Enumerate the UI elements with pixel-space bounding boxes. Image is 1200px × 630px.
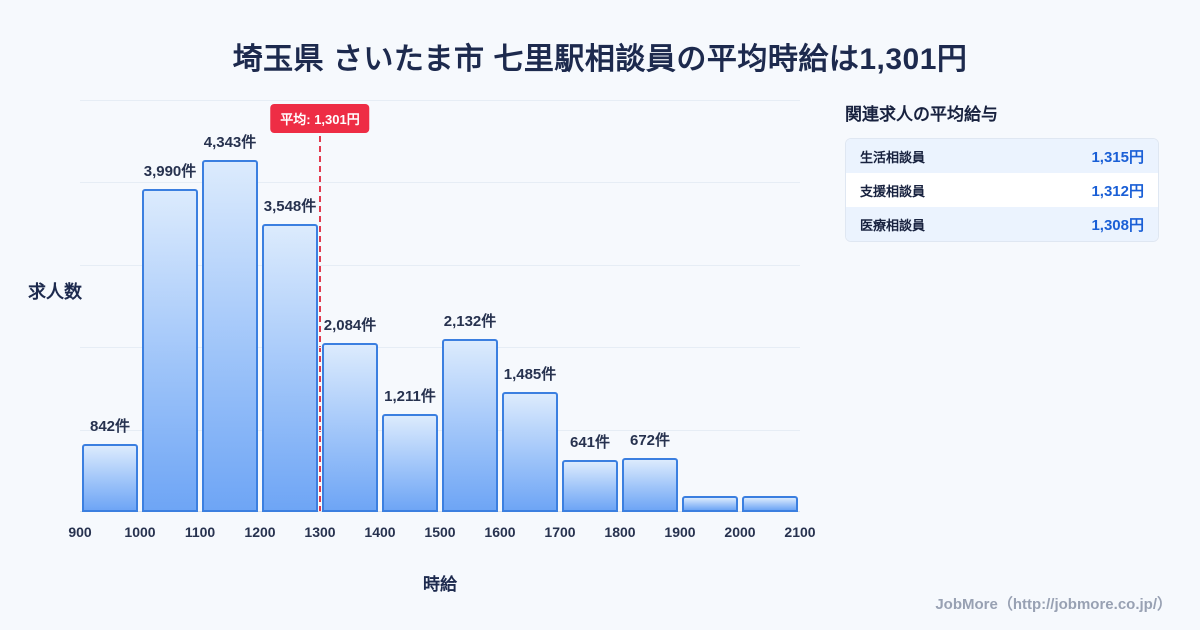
- x-axis-label: 時給: [423, 575, 457, 594]
- bar-value-label: 4,343件: [203, 134, 257, 151]
- bar-value-label: 842件: [89, 418, 131, 435]
- salary-value: 1,315円: [1091, 148, 1144, 166]
- x-tick-label: 1100: [184, 524, 216, 540]
- salary-job-name: 生活相談員: [860, 149, 926, 165]
- gridline: [80, 347, 800, 349]
- related-salary-card: 生活相談員 1,315円 支援相談員 1,312円 医療相談員 1,308円: [845, 138, 1159, 242]
- footer-credit: JobMore（http://jobmore.co.jp/）: [935, 596, 1172, 613]
- salary-row: 生活相談員 1,315円: [846, 139, 1158, 173]
- salary-value: 1,312円: [1091, 182, 1144, 200]
- x-tick-label: 2000: [724, 524, 756, 540]
- x-tick-label: 1900: [664, 524, 696, 540]
- x-tick-label: 1700: [544, 524, 576, 540]
- bar: [202, 160, 258, 512]
- x-tick-label: 1400: [364, 524, 396, 540]
- bar: [622, 458, 678, 512]
- bar-value-label: 2,132件: [443, 313, 497, 330]
- x-tick-label: 1800: [604, 524, 636, 540]
- bar: [442, 339, 498, 512]
- bar: [742, 496, 798, 512]
- salary-job-name: 支援相談員: [860, 183, 926, 199]
- plot-area: 842件 3,990件 4,343件 3,548件 2,084件 1,211件 2,132件…: [68, 100, 816, 540]
- x-tick-label: 2100: [784, 524, 816, 540]
- x-tick-label: 1000: [124, 524, 156, 540]
- bar: [502, 392, 558, 512]
- gridline: [80, 429, 800, 431]
- salary-value: 1,308円: [1091, 216, 1144, 234]
- bar-value-label: 1,485件: [503, 366, 557, 383]
- bar-value-label: 3,990件: [143, 163, 197, 180]
- page-title: 埼玉県 さいたま市 七里駅相談員の平均時給は1,301円: [232, 43, 968, 76]
- x-tick-label: 1200: [244, 524, 276, 540]
- bar: [382, 414, 438, 512]
- x-tick-label: 1600: [484, 524, 516, 540]
- bar: [322, 343, 378, 512]
- gridline: [80, 100, 800, 101]
- x-tick-label: 1500: [424, 524, 456, 540]
- x-tick-label: 1300: [304, 524, 336, 540]
- bar-value-label: 672件: [629, 432, 671, 449]
- bar-value-label: 3,548件: [263, 198, 317, 215]
- bar: [142, 189, 198, 512]
- bar: [682, 496, 738, 512]
- bar: [562, 460, 618, 512]
- gridline: [80, 182, 800, 184]
- bar-value-label: 641件: [569, 434, 611, 451]
- bar: [262, 224, 318, 512]
- related-salary-title: 関連求人の平均給与: [845, 105, 998, 124]
- x-tick-label: 900: [68, 524, 92, 540]
- average-line: [319, 116, 321, 512]
- bar-value-label: 2,084件: [323, 317, 377, 334]
- bar-value-label: 1,211件: [384, 388, 436, 405]
- gridline: [80, 264, 800, 266]
- x-axis-line: [80, 511, 800, 512]
- salary-row: 支援相談員 1,312円: [846, 173, 1158, 207]
- y-axis-label: 求人数: [28, 282, 82, 302]
- bar: [82, 444, 138, 512]
- salary-job-name: 医療相談員: [860, 217, 926, 233]
- salary-row: 医療相談員 1,308円: [846, 207, 1158, 241]
- average-badge: 平均: 1,301円: [270, 104, 370, 133]
